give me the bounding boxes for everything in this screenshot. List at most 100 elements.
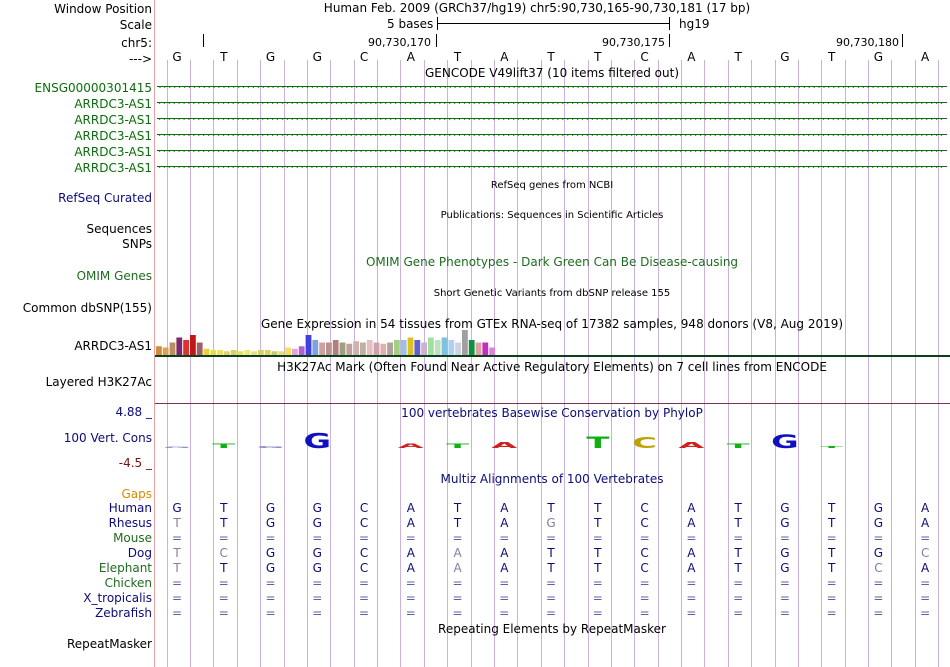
gencode-item-label[interactable]: ARRDC3-AS1 bbox=[74, 97, 152, 111]
h3k27ac-label[interactable]: Layered H3K27Ac bbox=[45, 375, 152, 389]
gaps-label[interactable]: Gaps bbox=[121, 487, 152, 501]
gtex-tissue-bar[interactable] bbox=[176, 337, 183, 356]
gencode-item-label[interactable]: ENSG00000301415 bbox=[34, 81, 152, 95]
gtex-tissue-bar[interactable] bbox=[448, 340, 455, 355]
species-label[interactable]: Rhesus bbox=[108, 516, 152, 530]
gtex-tissue-bar[interactable] bbox=[326, 342, 332, 356]
gtex-tissue-bar[interactable] bbox=[428, 337, 434, 356]
coord-tick-1 bbox=[436, 34, 437, 47]
gtex-tissue-bar[interactable] bbox=[434, 340, 441, 355]
gencode-item-feature[interactable]: ››››››››››››››››››››››››››››››››››››››››… bbox=[157, 118, 947, 125]
phylop-label[interactable]: 100 Vert. Cons bbox=[63, 431, 152, 445]
gtex-tissue-bar[interactable] bbox=[462, 330, 468, 355]
phylop-title[interactable]: 100 vertebrates Basewise Conservation by… bbox=[401, 406, 703, 420]
refseq-title[interactable]: RefSeq genes from NCBI bbox=[490, 180, 614, 191]
gtex-tissue-bar[interactable] bbox=[475, 342, 482, 356]
omim-title[interactable]: OMIM Gene Phenotypes - Dark Green Can Be… bbox=[365, 255, 739, 269]
refseq-label[interactable]: RefSeq Curated bbox=[58, 191, 152, 205]
gtex-tissue-bar[interactable] bbox=[394, 340, 400, 355]
gtex-tissue-bar[interactable] bbox=[196, 342, 203, 356]
gencode-title[interactable]: GENCODE V49lift37 (10 items filtered out… bbox=[424, 66, 680, 80]
gtex-tissue-bar[interactable] bbox=[190, 335, 196, 355]
gtex-tissue-bar[interactable] bbox=[224, 351, 230, 355]
gtex-tissue-bar[interactable] bbox=[292, 348, 298, 355]
gtex-tissue-bar[interactable] bbox=[366, 340, 373, 355]
multiz-title[interactable]: Multiz Alignments of 100 Vertebrates bbox=[440, 472, 664, 486]
alignment-base: A bbox=[500, 516, 509, 530]
alignment-base: T bbox=[827, 561, 836, 575]
gtex-tissue-bar[interactable] bbox=[353, 341, 359, 355]
dbsnp-label[interactable]: Common dbSNP(155) bbox=[22, 301, 152, 315]
gtex-tissue-bar[interactable] bbox=[332, 340, 339, 355]
gtex-tissue-bar[interactable] bbox=[162, 347, 169, 356]
gtex-tissue-bar[interactable] bbox=[346, 343, 353, 355]
gtex-tissue-bar[interactable] bbox=[278, 351, 285, 355]
gtex-tissue-bar[interactable] bbox=[244, 350, 251, 355]
gtex-tissue-bar[interactable] bbox=[258, 350, 264, 355]
gtex-label[interactable]: ARRDC3-AS1 bbox=[74, 339, 152, 353]
gtex-tissue-bar[interactable] bbox=[373, 342, 380, 356]
species-label[interactable]: Chicken bbox=[104, 576, 152, 590]
gencode-item-label[interactable]: ARRDC3-AS1 bbox=[74, 113, 152, 127]
gtex-tissue-bar[interactable] bbox=[210, 350, 217, 355]
gencode-item-feature[interactable]: ››››››››››››››››››››››››››››››››››››››››… bbox=[157, 150, 947, 157]
gencode-item-label[interactable]: ARRDC3-AS1 bbox=[74, 129, 152, 143]
gtex-tissue-bar[interactable] bbox=[169, 342, 176, 356]
repeatmasker-title[interactable]: Repeating Elements by RepeatMasker bbox=[438, 622, 666, 636]
alignment-base: G bbox=[546, 516, 556, 530]
omim-label[interactable]: OMIM Genes bbox=[76, 269, 152, 283]
gtex-tissue-bar[interactable] bbox=[319, 342, 325, 356]
gtex-tissue-bar[interactable] bbox=[339, 342, 346, 356]
gtex-tissue-bar[interactable] bbox=[468, 340, 475, 355]
gtex-tissue-bar[interactable] bbox=[298, 346, 305, 355]
gtex-tissue-bar[interactable] bbox=[414, 340, 421, 355]
gtex-tissue-bar[interactable] bbox=[271, 351, 278, 355]
species-label[interactable]: Dog bbox=[127, 546, 152, 560]
h3k27ac-title[interactable]: H3K27Ac Mark (Often Found Near Active Re… bbox=[277, 360, 827, 374]
gtex-tissue-bar[interactable] bbox=[156, 346, 162, 355]
gtex-tissue-bar[interactable] bbox=[407, 337, 414, 356]
gtex-tissue-bar[interactable] bbox=[441, 337, 448, 356]
species-label[interactable]: X_tropicalis bbox=[83, 591, 152, 605]
alignment-base: T bbox=[827, 546, 836, 560]
gtex-tissue-bar[interactable] bbox=[183, 340, 189, 355]
gtex-tissue-bar[interactable] bbox=[237, 351, 244, 355]
gtex-tissue-bar[interactable] bbox=[285, 347, 291, 356]
sequences-label[interactable]: Sequences bbox=[86, 222, 152, 236]
gtex-tissue-bar[interactable] bbox=[312, 340, 319, 355]
gencode-item-label[interactable]: ARRDC3-AS1 bbox=[74, 161, 152, 175]
gencode-item-label[interactable]: ARRDC3-AS1 bbox=[74, 145, 152, 159]
dbsnp-title[interactable]: Short Genetic Variants from dbSNP releas… bbox=[433, 288, 671, 299]
gencode-item-feature[interactable]: ››››››››››››››››››››››››››››››››››››››››… bbox=[157, 134, 947, 141]
gtex-expression-bars[interactable] bbox=[155, 330, 950, 356]
gtex-tissue-bar[interactable] bbox=[217, 350, 223, 355]
gtex-title[interactable]: Gene Expression in 54 tissues from GTEx … bbox=[260, 317, 844, 331]
gtex-tissue-bar[interactable] bbox=[264, 350, 271, 355]
gencode-item-feature[interactable]: ‹‹‹‹‹‹‹‹‹‹‹‹‹‹‹‹‹‹‹‹‹‹‹‹‹‹‹‹‹‹‹‹‹‹‹‹‹‹‹‹… bbox=[157, 86, 947, 93]
gtex-tissue-bar[interactable] bbox=[380, 343, 387, 355]
gtex-tissue-bar[interactable] bbox=[230, 350, 237, 355]
alignment-base: = bbox=[779, 531, 790, 545]
gtex-tissue-bar[interactable] bbox=[489, 347, 495, 356]
gtex-tissue-bar[interactable] bbox=[360, 342, 366, 356]
gtex-tissue-bar[interactable] bbox=[203, 348, 210, 355]
species-label[interactable]: Elephant bbox=[98, 561, 152, 575]
gtex-tissue-bar[interactable] bbox=[482, 342, 489, 356]
gtex-tissue-bar[interactable] bbox=[421, 342, 427, 356]
alignment-base: = bbox=[499, 576, 510, 590]
species-label[interactable]: Human bbox=[108, 501, 152, 515]
gencode-item-feature[interactable]: ››››››››››››››››››››››››››››››››››››››››… bbox=[157, 102, 947, 109]
snps-label[interactable]: SNPs bbox=[122, 237, 152, 251]
publications-title[interactable]: Publications: Sequences in Scientific Ar… bbox=[440, 210, 664, 221]
gencode-item-feature[interactable]: ››››››››››››››››››››››››››››››››››››››››… bbox=[157, 166, 947, 173]
gtex-tissue-bar[interactable] bbox=[251, 351, 257, 355]
gtex-tissue-bar[interactable] bbox=[400, 340, 407, 355]
gtex-tissue-bar[interactable] bbox=[305, 335, 312, 355]
repeatmasker-label[interactable]: RepeatMasker bbox=[66, 637, 152, 651]
species-label[interactable]: Mouse bbox=[113, 531, 152, 545]
gtex-tissue-bar[interactable] bbox=[455, 342, 461, 356]
gtex-tissue-bar[interactable] bbox=[387, 342, 393, 356]
species-label[interactable]: Zebrafish bbox=[95, 606, 152, 620]
